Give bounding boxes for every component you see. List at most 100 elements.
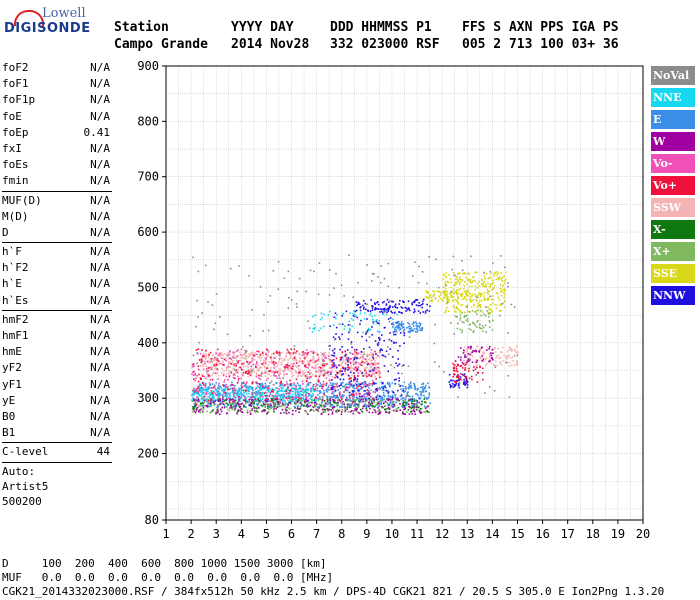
data-point (422, 311, 424, 313)
data-point (225, 357, 227, 360)
data-point (459, 319, 461, 321)
data-point (342, 378, 345, 381)
data-point (245, 388, 247, 391)
data-point (466, 305, 469, 308)
data-point (201, 398, 204, 400)
data-point (323, 373, 326, 375)
data-point (270, 366, 272, 369)
data-point (368, 401, 370, 404)
data-point (324, 363, 326, 366)
data-point (363, 347, 365, 350)
data-point (332, 349, 334, 352)
data-point (406, 391, 409, 394)
data-point (314, 405, 317, 408)
data-point (318, 390, 320, 392)
data-point (361, 411, 364, 413)
data-point (364, 383, 366, 385)
data-point (507, 282, 509, 284)
data-point (192, 405, 194, 408)
data-point (456, 299, 458, 301)
data-point (265, 396, 268, 399)
data-point (233, 391, 236, 394)
data-point (427, 396, 430, 399)
param-group-4: hmF2 N/A hmF1 N/A hmE N/A yF2 N/A yF1 N/A yE N/A B0 N… (2, 312, 112, 442)
data-point (353, 394, 355, 397)
data-point (263, 410, 265, 412)
data-point (481, 372, 484, 374)
data-point (317, 358, 320, 361)
data-point (459, 287, 462, 290)
data-point (211, 304, 214, 306)
param-value: N/A (90, 261, 110, 275)
data-point (359, 362, 362, 365)
data-point (356, 398, 358, 401)
data-point (388, 385, 391, 388)
data-point (449, 385, 452, 387)
data-point (233, 356, 236, 359)
data-point (305, 363, 308, 366)
data-point (248, 356, 250, 358)
data-point (363, 318, 366, 320)
data-point (504, 278, 507, 281)
data-point (265, 400, 267, 402)
data-point (258, 377, 260, 379)
data-point (371, 383, 374, 385)
data-point (283, 358, 286, 360)
data-point (354, 408, 357, 410)
data-point (237, 402, 239, 405)
data-point (455, 311, 457, 313)
data-point (356, 352, 358, 355)
data-point (283, 277, 286, 280)
data-point (196, 351, 199, 354)
legend-item-nnw: NNW (651, 286, 695, 305)
data-point (470, 300, 473, 302)
x-tick-label: 13 (460, 527, 474, 541)
data-point (390, 405, 392, 407)
data-point (445, 309, 447, 311)
data-point (485, 285, 487, 288)
data-point (429, 294, 431, 297)
data-point (452, 296, 455, 298)
data-point (471, 378, 473, 381)
data-point (223, 358, 226, 361)
data-point (388, 408, 391, 411)
data-point (373, 370, 375, 372)
data-point (362, 308, 365, 310)
data-point (419, 397, 422, 399)
data-point (272, 383, 275, 386)
data-point (210, 399, 213, 401)
data-point (272, 269, 275, 272)
data-point (367, 358, 370, 361)
data-point (422, 391, 425, 393)
data-point (292, 368, 294, 370)
data-point (472, 299, 475, 301)
data-point (426, 410, 429, 412)
data-point (374, 314, 376, 317)
data-point (378, 411, 381, 414)
data-point (252, 355, 255, 358)
data-point (233, 365, 236, 368)
data-point (210, 391, 213, 393)
data-point (492, 358, 494, 361)
data-point (213, 358, 215, 361)
x-tick-label: 11 (410, 527, 424, 541)
data-point (415, 322, 418, 325)
data-point (323, 364, 326, 367)
data-point (208, 374, 210, 377)
data-point (419, 329, 421, 332)
data-point (416, 327, 418, 329)
data-point (361, 382, 364, 385)
data-point (391, 300, 393, 303)
data-point (358, 395, 361, 398)
data-point (307, 384, 310, 386)
data-point (199, 387, 202, 390)
data-point (218, 394, 221, 397)
data-point (488, 285, 491, 288)
data-point (194, 388, 196, 391)
data-point (354, 372, 356, 375)
data-point (401, 406, 404, 408)
data-point (392, 404, 395, 406)
data-point (388, 301, 390, 303)
data-point (214, 368, 216, 370)
data-point (328, 355, 330, 357)
